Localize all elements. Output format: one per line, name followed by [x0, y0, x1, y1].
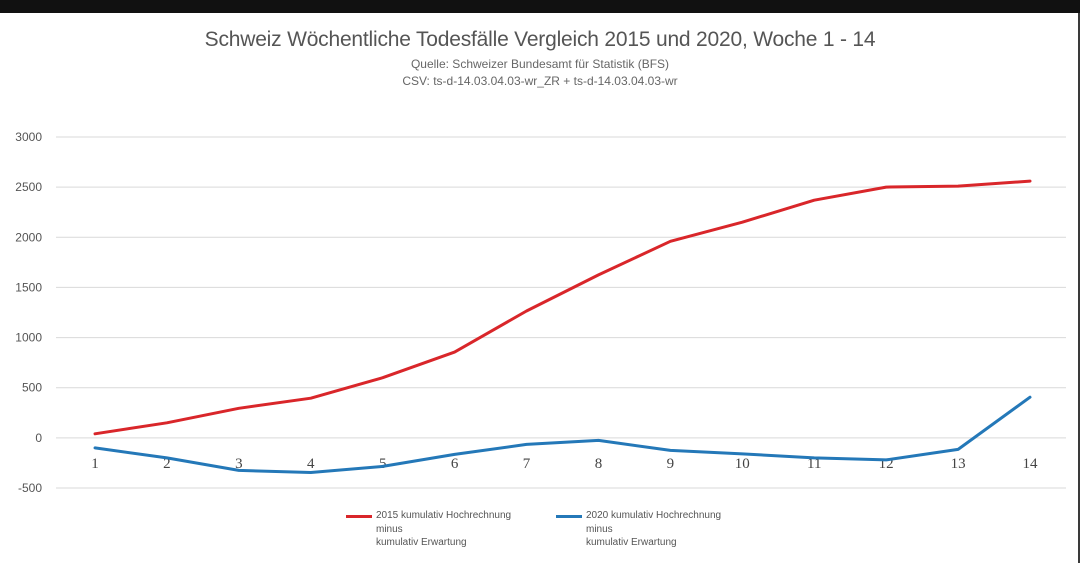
legend-label-2015: 2015 kumulativ Hochrechnung minus kumula…	[376, 510, 512, 548]
y-axis-ticks: 3000 2500 2000 1500 1000 500 0 -500	[15, 130, 42, 495]
legend-swatch-2020	[556, 515, 582, 518]
x-tick-label: 8	[595, 456, 603, 472]
y-tick-label: 3000	[15, 130, 42, 144]
top-bar	[0, 0, 1080, 13]
chart-header: Schweiz Wöchentliche Todesfälle Vergleic…	[0, 28, 1080, 88]
x-tick-label: 13	[951, 456, 966, 472]
y-tick-label: 2500	[15, 180, 42, 194]
right-edge	[1078, 13, 1080, 563]
legend-label-2020: 2020 kumulativ Hochrechnung minus kumula…	[586, 510, 722, 548]
x-tick-label: 14	[1023, 456, 1039, 472]
chart-title: Schweiz Wöchentliche Todesfälle Vergleic…	[204, 28, 876, 51]
series-line-0	[93, 179, 1032, 436]
x-tick-label: 6	[451, 456, 459, 472]
x-tick-label: 2	[163, 456, 171, 472]
y-tick-label: 1000	[15, 331, 42, 345]
x-tick-label: 5	[379, 456, 387, 472]
y-tick-label: 500	[22, 381, 42, 395]
x-tick-label: 9	[667, 456, 675, 472]
y-tick-label: -500	[18, 481, 42, 495]
x-tick-label: 1	[91, 456, 99, 472]
grid-lines	[56, 136, 1066, 489]
series-lines	[93, 179, 1032, 474]
x-tick-label: 10	[735, 456, 750, 472]
y-tick-label: 1500	[15, 280, 42, 294]
chart-source-csv: CSV: ts-d-14.03.04.03-wr_ZR + ts-d-14.03…	[402, 74, 678, 88]
y-tick-label: 2000	[15, 230, 42, 244]
chart-subtitle: Quelle: Schweizer Bundesamt für Statisti…	[410, 57, 670, 71]
x-tick-label: 3	[235, 456, 243, 472]
y-tick-label: 0	[35, 431, 42, 445]
x-tick-label: 11	[807, 456, 821, 472]
x-tick-label: 7	[523, 456, 531, 472]
x-tick-label: 4	[307, 456, 315, 472]
series-line-1	[93, 395, 1032, 474]
legend-swatch-2015	[346, 515, 372, 518]
